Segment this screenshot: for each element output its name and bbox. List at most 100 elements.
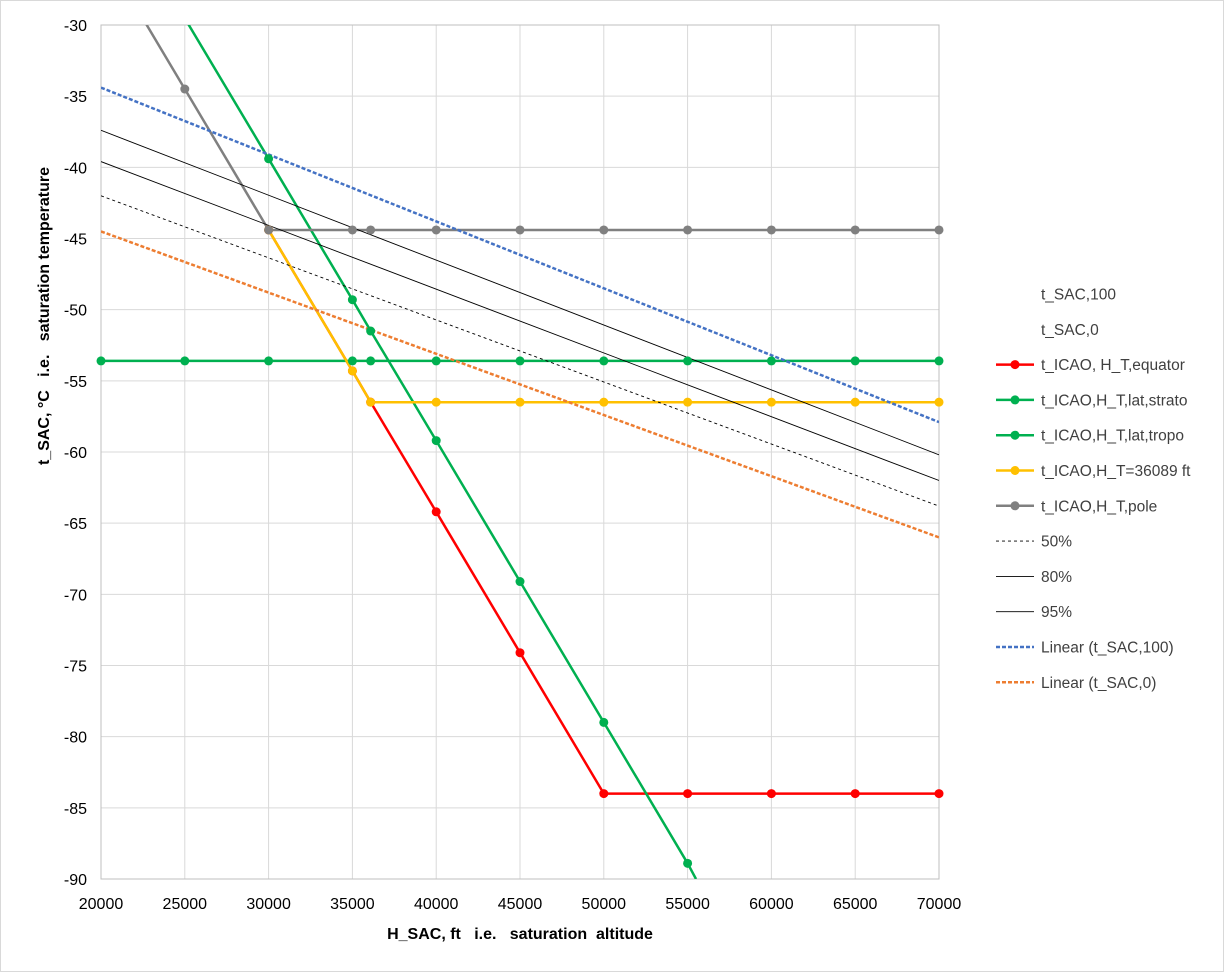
data-point	[366, 356, 376, 366]
data-point	[850, 225, 860, 235]
data-point	[599, 225, 609, 235]
data-point	[366, 225, 376, 235]
gridlines	[101, 25, 939, 879]
series-line	[101, 230, 939, 539]
axes	[100, 24, 940, 880]
y-tick-label: -65	[64, 516, 87, 533]
x-tick-label: 20000	[79, 896, 124, 913]
series-line	[101, 129, 939, 456]
y-tick-label: -55	[64, 374, 87, 391]
series-line	[145, 25, 939, 232]
data-point	[347, 366, 357, 376]
x-tick-label: 65000	[833, 896, 878, 913]
data-point	[515, 397, 525, 407]
x-tick-label: 45000	[498, 896, 543, 913]
y-axis-title: t_SAC, °C i.e. saturation temperature	[36, 167, 53, 465]
data-point	[431, 397, 441, 407]
data-point	[766, 397, 776, 407]
x-tick-label: 30000	[246, 896, 291, 913]
data-point	[96, 356, 106, 366]
data-point	[431, 225, 441, 235]
data-point	[264, 154, 274, 164]
data-point	[599, 717, 609, 727]
legend-label: t_ICAO, H_T,equator	[1041, 357, 1185, 374]
legend: t_SAC,100 t_SAC,0 t_ICAO, H_T,equator t_ICA…	[996, 287, 1191, 692]
data-point	[515, 648, 525, 658]
data-point	[366, 326, 376, 336]
y-tick-label: -35	[64, 89, 87, 106]
legend-label: Linear (t_SAC,100)	[1041, 640, 1174, 657]
data-point	[683, 397, 693, 407]
legend-marker	[1010, 501, 1020, 511]
data-point	[934, 356, 944, 366]
data-point	[515, 356, 525, 366]
data-point	[264, 225, 274, 235]
data-point	[850, 789, 860, 799]
y-tick-label: -30	[64, 18, 87, 35]
y-tick-label: -80	[64, 730, 87, 747]
legend-marker	[1010, 360, 1020, 370]
data-point	[683, 225, 693, 235]
legend-label: t_ICAO,H_T,lat,tropo	[1041, 428, 1184, 445]
data-point	[934, 789, 944, 799]
tick-labels: 20000 25000 30000 35000 40000 45000 50000 55000…	[64, 18, 961, 913]
y-tick-label: -45	[64, 232, 87, 249]
y-tick-label: -75	[64, 659, 87, 676]
series-line	[101, 161, 939, 481]
data-point	[515, 577, 525, 587]
data-point	[431, 436, 441, 446]
data-point	[347, 295, 357, 305]
x-tick-label: 50000	[582, 896, 627, 913]
y-tick-label: -40	[64, 160, 87, 177]
series-line	[187, 25, 698, 879]
x-tick-label: 25000	[163, 896, 208, 913]
series-line	[267, 229, 939, 404]
legend-marker	[1010, 395, 1020, 405]
legend-label: 80%	[1041, 569, 1072, 586]
legend-label: Linear (t_SAC,0)	[1041, 675, 1156, 692]
data-point	[180, 356, 190, 366]
y-tick-label: -50	[64, 303, 87, 320]
data-point	[683, 356, 693, 366]
data-point	[180, 84, 190, 94]
legend-label: 95%	[1041, 604, 1072, 621]
x-tick-label: 55000	[665, 896, 710, 913]
x-tick-label: 70000	[917, 896, 962, 913]
data-point	[515, 225, 525, 235]
series-markers	[96, 84, 944, 868]
data-point	[766, 225, 776, 235]
y-tick-label: -85	[64, 801, 87, 818]
data-point	[683, 858, 693, 868]
legend-label: t_ICAO,H_T,pole	[1041, 498, 1157, 515]
series-line	[101, 195, 939, 507]
data-point	[599, 789, 609, 799]
series-line	[101, 86, 939, 424]
data-point	[766, 789, 776, 799]
x-tick-label: 40000	[414, 896, 459, 913]
y-tick-label: -60	[64, 445, 87, 462]
data-point	[850, 397, 860, 407]
series-lines	[101, 25, 939, 879]
data-point	[347, 356, 357, 366]
data-point	[934, 397, 944, 407]
data-point	[366, 397, 376, 407]
y-tick-label: -90	[64, 872, 87, 889]
data-point	[431, 356, 441, 366]
legend-label: t_ICAO,H_T=36089 ft	[1041, 463, 1191, 480]
legend-label: 50%	[1041, 534, 1072, 551]
data-point	[934, 225, 944, 235]
legend-label: t_ICAO,H_T,lat,strato	[1041, 392, 1187, 409]
data-point	[766, 356, 776, 366]
data-point	[264, 356, 274, 366]
x-tick-label: 60000	[749, 896, 794, 913]
data-point	[599, 397, 609, 407]
legend-label: t_SAC,0	[1041, 322, 1099, 339]
data-point	[683, 789, 693, 799]
data-point	[850, 356, 860, 366]
x-axis-title: H_SAC, ft i.e. saturation altitude	[387, 926, 653, 943]
data-point	[431, 507, 441, 517]
legend-marker	[1010, 466, 1020, 475]
data-point	[347, 225, 357, 235]
